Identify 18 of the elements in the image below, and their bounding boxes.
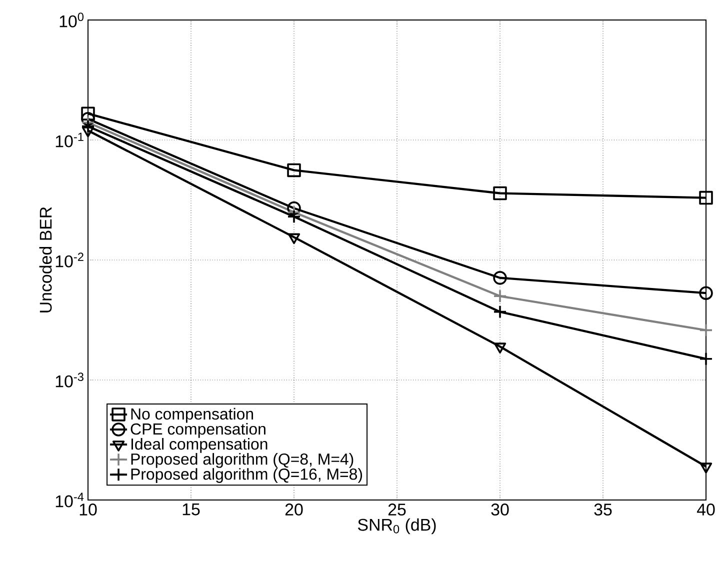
y-axis-title: Uncoded BER (39, 207, 52, 312)
legend-label: Proposed algorithm (Q=16, M=8) (131, 468, 362, 483)
y-tick-label: 10$^{0}$ (60, 12, 84, 28)
x-tick-label: 30 (491, 504, 509, 516)
legend-label: Ideal compensation (131, 438, 268, 453)
legend-label: Proposed algorithm (Q=8, M=4) (131, 453, 354, 468)
legend-label: No compensation (131, 408, 254, 423)
y-tick-label: 10$^{-3}$ (56, 372, 84, 388)
x-tick-label: 35 (594, 504, 612, 516)
x-tick-label: 40 (696, 504, 715, 516)
x-tick-label: 25 (388, 504, 406, 516)
y-tick-label: 10$^{-2}$ (56, 252, 84, 268)
x-tick-label: 20 (285, 504, 303, 516)
y-tick-label: 10$^{-1}$ (56, 132, 84, 148)
x-tick-label: 10 (80, 504, 97, 516)
legend-label: CPE compensation (130, 422, 266, 438)
x-axis-title: SNR$_{0}$ (dB) (358, 518, 436, 534)
x-tick-label: 15 (182, 504, 200, 516)
